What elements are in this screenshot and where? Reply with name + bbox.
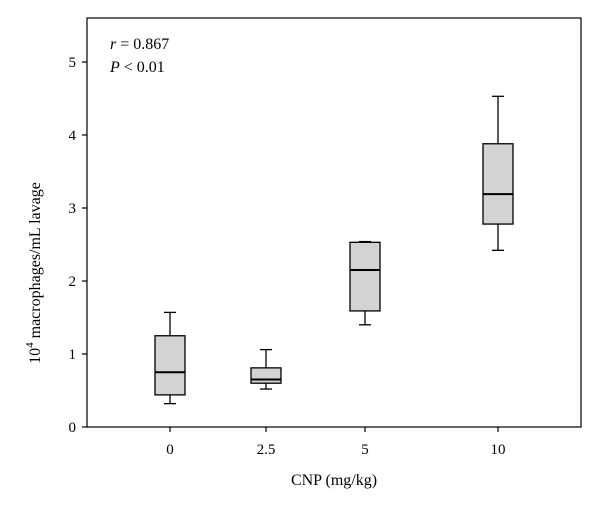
- plot-frame: [86, 17, 582, 428]
- y-axis: 0 1 2 3 4 5: [69, 55, 87, 436]
- box-group-0: [154, 311, 186, 405]
- y-tick-label: 4: [69, 128, 77, 144]
- box-group-10: [482, 95, 514, 251]
- x-tick-label: 10: [491, 442, 506, 458]
- box: [482, 143, 514, 225]
- y-tick-label: 0: [69, 420, 77, 436]
- box: [349, 241, 381, 312]
- correlation-annotation: r = 0.867: [110, 36, 169, 53]
- box: [154, 335, 186, 396]
- y-tick-label: 5: [69, 55, 77, 71]
- p-value-annotation: P < 0.01: [109, 59, 165, 76]
- box-group-2.5: [250, 348, 282, 390]
- y-tick-label: 3: [69, 201, 77, 217]
- y-tick-label: 2: [69, 274, 77, 290]
- x-axis: 0 2.5 5 10: [166, 427, 506, 458]
- x-tick-label: 0: [166, 442, 174, 458]
- x-axis-title: CNP (mg/kg): [291, 472, 377, 489]
- boxes: [154, 95, 514, 405]
- y-tick-label: 1: [69, 347, 77, 363]
- box-group-5: [349, 240, 381, 326]
- box: [250, 367, 282, 384]
- y-axis-title: 104 macrophages/mL lavage: [24, 182, 44, 364]
- x-tick-label: 5: [361, 442, 369, 458]
- x-tick-label: 2.5: [257, 442, 276, 458]
